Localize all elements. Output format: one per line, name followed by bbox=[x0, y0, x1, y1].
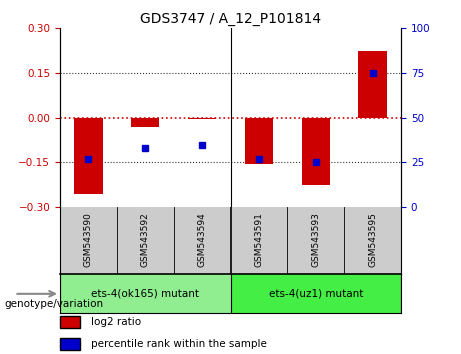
Bar bbox=[230, 274, 401, 313]
Bar bbox=[245, 118, 273, 164]
Text: percentile rank within the sample: percentile rank within the sample bbox=[91, 338, 266, 349]
Bar bbox=[344, 207, 401, 274]
Bar bbox=[188, 118, 216, 119]
Bar bbox=[230, 207, 287, 274]
Text: ets-4(ok165) mutant: ets-4(ok165) mutant bbox=[91, 289, 199, 299]
Text: GSM543593: GSM543593 bbox=[311, 212, 320, 267]
Bar bbox=[74, 118, 102, 194]
FancyBboxPatch shape bbox=[60, 337, 80, 350]
Bar bbox=[117, 207, 174, 274]
Text: log2 ratio: log2 ratio bbox=[91, 317, 141, 327]
Bar bbox=[287, 207, 344, 274]
Bar bbox=[174, 207, 230, 274]
Bar bbox=[131, 118, 160, 127]
FancyBboxPatch shape bbox=[60, 316, 80, 328]
Bar bbox=[60, 207, 117, 274]
Text: genotype/variation: genotype/variation bbox=[5, 299, 104, 309]
Text: ets-4(uz1) mutant: ets-4(uz1) mutant bbox=[269, 289, 363, 299]
Text: GSM543594: GSM543594 bbox=[198, 212, 207, 267]
Bar bbox=[60, 274, 230, 313]
Text: GSM543595: GSM543595 bbox=[368, 212, 377, 267]
Text: GSM543591: GSM543591 bbox=[254, 212, 263, 267]
Bar bbox=[301, 118, 330, 185]
Text: GSM543592: GSM543592 bbox=[141, 212, 150, 267]
Bar bbox=[358, 51, 387, 118]
Title: GDS3747 / A_12_P101814: GDS3747 / A_12_P101814 bbox=[140, 12, 321, 26]
Text: GSM543590: GSM543590 bbox=[84, 212, 93, 267]
